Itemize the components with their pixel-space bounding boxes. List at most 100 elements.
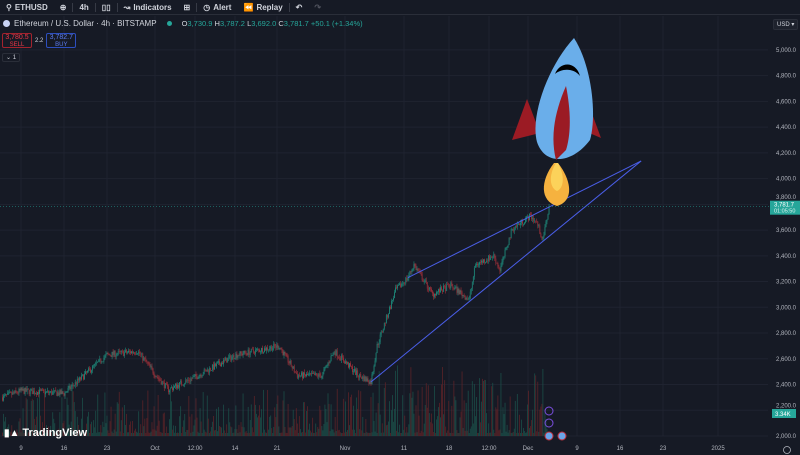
candle-body <box>540 233 542 237</box>
candle-body <box>541 236 543 239</box>
volume-bar <box>348 392 349 436</box>
volume-bar <box>75 432 77 436</box>
plus-circle-icon: ⊕ <box>59 2 67 12</box>
candle-body <box>456 286 458 293</box>
volume-bar <box>480 422 481 436</box>
buy-label: BUY <box>55 41 68 48</box>
candle-body <box>28 389 30 395</box>
volume-bar <box>17 432 19 436</box>
candle-body <box>511 228 513 230</box>
compare-button[interactable]: ⊕ <box>54 0 73 15</box>
volume-bar <box>330 404 332 436</box>
candle-body <box>515 225 517 227</box>
volume-bar <box>536 431 538 436</box>
volume-bar <box>63 420 65 436</box>
volume-bar <box>101 432 103 436</box>
volume-bar <box>16 429 18 436</box>
volume-bar <box>479 378 480 436</box>
candle-body <box>178 385 179 388</box>
volume-bar <box>421 386 423 436</box>
price-chart[interactable]: 5,000.0 4,800.0 4,600.0 4,400.0 4,200.0 4,000… <box>0 16 800 455</box>
candle-body <box>280 347 282 350</box>
candle-body <box>64 392 66 396</box>
candle-body <box>484 259 485 263</box>
candle-body <box>166 384 168 387</box>
volume-bar <box>430 413 432 436</box>
candle-body <box>94 363 96 366</box>
candle-body <box>207 369 209 373</box>
volume-bar <box>14 431 16 436</box>
volume-bar <box>123 405 125 436</box>
candle-body <box>291 366 293 369</box>
volume-bar <box>482 378 483 436</box>
chart-type-button[interactable]: ▯▯ <box>96 0 117 15</box>
volume-bar <box>313 432 315 436</box>
layouts-button[interactable]: ⊞ <box>178 0 197 15</box>
currency-select[interactable]: USD ▾ <box>773 19 799 30</box>
candle-body <box>523 223 524 225</box>
candle-body <box>332 352 334 356</box>
candle-body <box>186 380 188 381</box>
volume-bar <box>337 430 339 436</box>
candle-body <box>430 288 432 292</box>
volume-bar <box>268 429 270 436</box>
candle-body <box>110 355 112 357</box>
volume-bar <box>316 432 318 436</box>
volume-bar <box>494 432 496 436</box>
candle-body <box>188 380 190 381</box>
volume-bar <box>216 408 217 436</box>
candle-body <box>61 391 63 395</box>
volume-bar <box>190 432 192 436</box>
undo-button[interactable]: ↶ <box>290 0 309 15</box>
volume-bar <box>211 421 213 436</box>
sell-button[interactable]: 3,780.5 SELL <box>2 33 32 48</box>
volume-bar <box>199 408 201 436</box>
volume-bar <box>242 393 244 436</box>
candle-body <box>70 386 72 389</box>
volume-bar <box>412 391 414 436</box>
volume-bar <box>246 432 248 436</box>
candle-body <box>319 373 321 376</box>
candle-body <box>252 349 254 352</box>
volume-bar <box>77 424 79 436</box>
candle-body <box>15 390 17 392</box>
alert-button[interactable]: ◷ Alert <box>197 0 237 15</box>
candle-body <box>402 283 404 285</box>
candle-body <box>323 369 325 373</box>
candle-body <box>102 361 104 363</box>
volume-bar <box>111 431 113 436</box>
buy-button[interactable]: 3,782.7 BUY <box>46 33 77 48</box>
volume-bar <box>519 432 521 436</box>
redo-button[interactable]: ↷ <box>308 0 327 15</box>
x-tick-label: 9 <box>19 446 23 452</box>
volume-bar <box>279 432 281 436</box>
volume-bar <box>517 432 519 436</box>
candle-body <box>190 378 192 382</box>
candle-body <box>228 357 230 359</box>
volume-bar <box>231 427 233 436</box>
volume-bar <box>290 427 292 436</box>
candle-body <box>458 288 460 295</box>
candle-body <box>79 377 81 380</box>
candle-body <box>201 375 203 377</box>
candle-body <box>40 389 41 391</box>
volume-bar <box>171 401 172 436</box>
volume-bar <box>100 425 102 436</box>
volume-bar <box>127 432 128 436</box>
volume-bar <box>128 432 129 436</box>
candle-body <box>285 353 287 355</box>
volume-bar <box>102 421 104 436</box>
volume-bar <box>7 426 9 436</box>
volume-bar <box>369 432 371 436</box>
volume-bar <box>493 429 495 436</box>
volume-bar <box>59 412 61 436</box>
interval-button[interactable]: 4h <box>79 2 89 12</box>
volume-bar <box>322 430 324 436</box>
candle-body <box>482 260 483 263</box>
candle-body <box>346 361 347 364</box>
collapse-legend-button[interactable]: ⌄ 1 <box>2 53 21 62</box>
indicators-button[interactable]: ↝ Indicators <box>118 0 178 15</box>
replay-button[interactable]: ⏪ Replay <box>237 0 288 15</box>
volume-bar <box>502 407 504 436</box>
symbol-search-button[interactable]: ⚲ ETHUSD <box>0 0 54 15</box>
